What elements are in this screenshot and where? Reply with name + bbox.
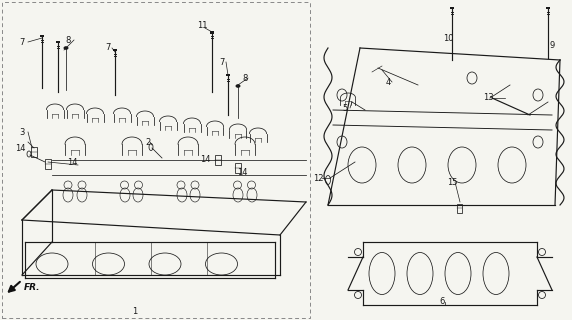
Bar: [210, 30, 214, 34]
Text: 11: 11: [197, 20, 207, 29]
Bar: [226, 74, 231, 76]
Ellipse shape: [64, 47, 67, 49]
Bar: [39, 35, 44, 37]
Text: 14: 14: [15, 143, 25, 153]
Bar: [215, 155, 221, 165]
Bar: [235, 163, 241, 173]
Text: 7: 7: [105, 44, 111, 52]
Text: 2: 2: [145, 138, 150, 147]
Bar: [450, 7, 454, 9]
Text: 6: 6: [439, 298, 444, 307]
Bar: [45, 159, 51, 169]
Text: 7: 7: [219, 58, 225, 67]
Text: FR.: FR.: [24, 283, 41, 292]
Text: 15: 15: [447, 178, 457, 187]
Bar: [546, 7, 550, 9]
Bar: [2, 2, 310, 318]
Text: 10: 10: [443, 34, 453, 43]
Text: 13: 13: [483, 93, 493, 102]
Text: 1: 1: [132, 308, 138, 316]
Text: 3: 3: [19, 127, 25, 137]
Text: 7: 7: [19, 37, 25, 46]
Text: 8: 8: [65, 36, 71, 44]
Text: 14: 14: [237, 167, 247, 177]
Text: 14: 14: [67, 157, 77, 166]
Bar: [55, 41, 60, 43]
Bar: [458, 204, 463, 212]
Bar: [113, 49, 117, 51]
Bar: [31, 147, 37, 157]
Text: 9: 9: [549, 41, 555, 50]
Text: 5: 5: [343, 103, 348, 113]
Ellipse shape: [236, 85, 240, 87]
Text: 8: 8: [243, 74, 248, 83]
Text: 12: 12: [313, 173, 323, 182]
Text: 14: 14: [200, 156, 210, 164]
Text: 4: 4: [386, 77, 391, 86]
